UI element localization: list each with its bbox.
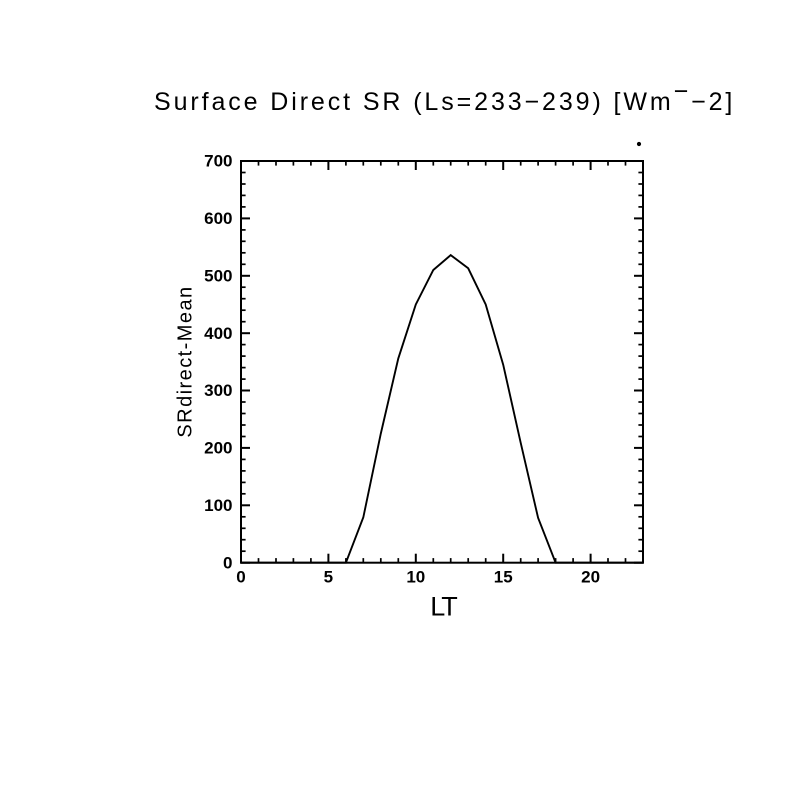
svg-text:0: 0 xyxy=(223,553,232,572)
svg-text:LT: LT xyxy=(430,591,457,621)
svg-text:300: 300 xyxy=(204,381,232,400)
svg-text:10: 10 xyxy=(406,568,425,587)
svg-text:200: 200 xyxy=(204,439,232,458)
svg-text:5: 5 xyxy=(324,568,333,587)
svg-text:100: 100 xyxy=(204,496,232,515)
svg-text:400: 400 xyxy=(204,324,232,343)
svg-text:600: 600 xyxy=(204,209,232,228)
svg-text:500: 500 xyxy=(204,267,232,286)
svg-text:15: 15 xyxy=(494,568,513,587)
svg-text:SRdirect-Mean: SRdirect-Mean xyxy=(175,285,197,437)
svg-text:20: 20 xyxy=(581,568,600,587)
svg-text:700: 700 xyxy=(204,152,232,171)
svg-text:0: 0 xyxy=(236,568,245,587)
